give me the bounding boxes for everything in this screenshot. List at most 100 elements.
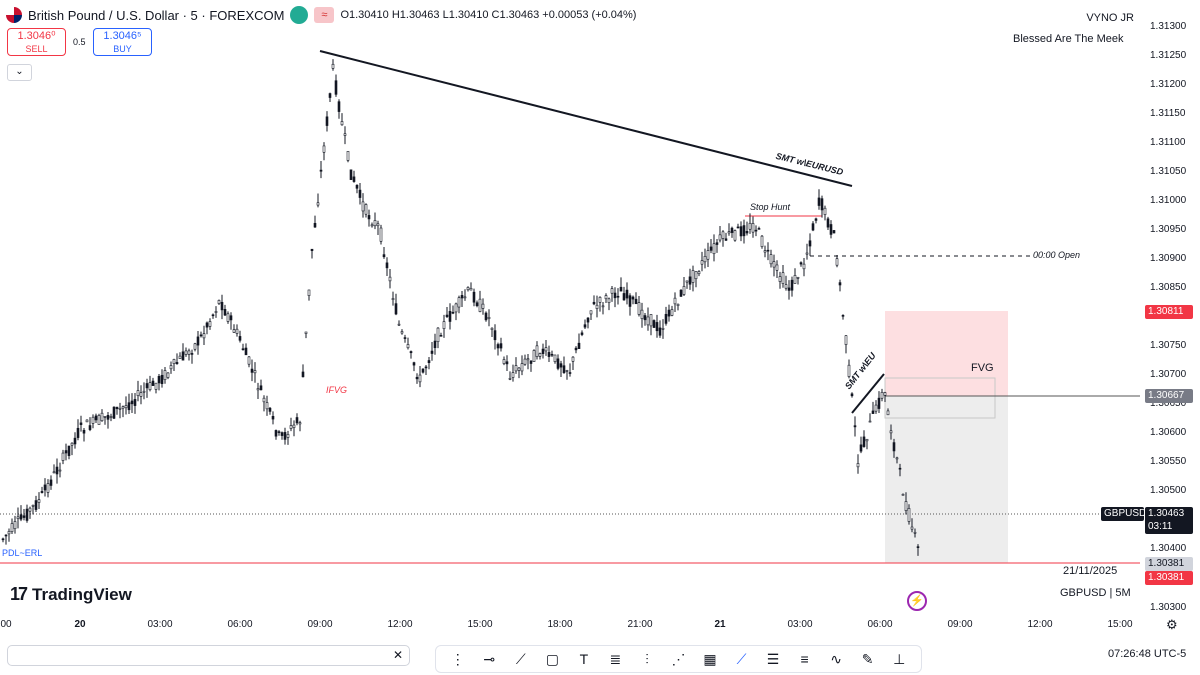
candle-body	[361, 201, 365, 212]
symbol-header[interactable]: British Pound / U.S. Dollar · 5 · FOREXC…	[6, 6, 636, 24]
candle-body	[133, 399, 137, 406]
x-tick: 21	[714, 619, 726, 630]
parallel-icon[interactable]: ≡	[800, 651, 809, 667]
candle-body	[181, 351, 185, 361]
candle-body	[634, 298, 638, 305]
buy-button[interactable]: 1.3046⁵ BUY	[93, 28, 152, 56]
candle-body	[595, 304, 599, 309]
candle-body	[844, 335, 848, 345]
y-tick: 1.30950	[1150, 224, 1187, 235]
candle-body	[388, 276, 392, 282]
y-tick: 1.31150	[1150, 108, 1186, 119]
candle-body	[145, 383, 149, 389]
symbol-title[interactable]: British Pound / U.S. Dollar · 5 · FOREXC…	[28, 7, 285, 23]
candle-body	[691, 270, 695, 283]
open-line-label[interactable]: 00:00 Open	[1033, 250, 1081, 260]
candle-body	[130, 400, 134, 405]
candle-body	[229, 315, 233, 321]
y-tick: 1.30650	[1150, 398, 1187, 409]
candle-body	[190, 353, 194, 355]
candle-body	[118, 407, 122, 410]
candle-body	[421, 368, 425, 373]
candle-body	[532, 350, 536, 362]
stop-hunt-label[interactable]: Stop Hunt	[750, 202, 791, 212]
candle-body	[622, 293, 626, 301]
candle-body	[859, 444, 863, 452]
candle-body	[16, 516, 20, 519]
smt-trend-line[interactable]	[319, 50, 853, 187]
candle-body	[655, 322, 659, 332]
candle-body	[460, 295, 464, 299]
measure-icon[interactable]: ⊥	[893, 650, 906, 667]
collapse-button[interactable]: ⌄	[7, 64, 32, 81]
candle-body	[49, 479, 53, 486]
tradingview-logo[interactable]: 17 TradingView	[10, 584, 132, 605]
flash-icon[interactable]: ⚡	[907, 591, 927, 611]
fvg-label[interactable]: FVG	[971, 362, 994, 374]
candle-body	[406, 344, 410, 349]
curve-icon[interactable]: ∿	[830, 650, 842, 667]
candle-body	[496, 344, 500, 349]
pattern-icon[interactable]: ⋰	[671, 650, 686, 667]
candle-body	[760, 235, 764, 247]
candle-body	[439, 335, 443, 337]
ifvg-label[interactable]: IFVG	[326, 385, 348, 395]
candle-body	[799, 262, 803, 265]
candle-body	[694, 271, 698, 280]
candle-body	[313, 222, 317, 228]
chart-date: 21/11/2025	[1063, 565, 1118, 577]
brush-icon[interactable]: ✎	[861, 650, 874, 667]
gear-icon[interactable]: ⚙	[1166, 617, 1178, 632]
candle-body	[784, 284, 788, 289]
candle-body	[223, 308, 227, 316]
candle-body	[547, 352, 551, 357]
text-icon[interactable]: T	[579, 651, 589, 667]
candle-body	[631, 296, 635, 300]
candle-body	[61, 452, 65, 461]
target-zone[interactable]	[885, 396, 1008, 563]
candle-body	[706, 250, 710, 260]
sell-zone[interactable]	[885, 311, 1008, 396]
candle-body	[769, 254, 773, 265]
fib-icon[interactable]: ≣	[609, 650, 622, 667]
drag-handle-icon[interactable]: ⋮	[450, 650, 465, 667]
candle-body	[481, 303, 485, 309]
y-tick: 1.30500	[1150, 485, 1187, 496]
candle-body	[97, 415, 101, 425]
candle-body	[463, 296, 467, 299]
candle-body	[829, 224, 833, 235]
candle-body	[154, 382, 158, 390]
bottom-search-bar[interactable]: ✕	[7, 645, 410, 666]
rectangle-icon[interactable]: ▢	[545, 650, 559, 667]
candle-body	[811, 223, 815, 231]
candle-body	[1, 538, 5, 541]
candle-body	[88, 425, 92, 430]
horizontal-line-icon[interactable]: ⊸	[483, 650, 496, 667]
x-tick: 00	[0, 619, 12, 630]
smt-eu-line[interactable]	[851, 373, 885, 414]
wave-icon[interactable]: ≈	[314, 7, 335, 23]
trend-line-icon[interactable]: ⟋	[515, 650, 526, 667]
candle-body	[34, 500, 38, 510]
market-status-icon[interactable]	[290, 6, 309, 24]
candle-body	[613, 292, 617, 299]
candle-body	[841, 315, 845, 317]
position-icon[interactable]: ⫶	[645, 650, 649, 667]
candle-body	[445, 314, 449, 317]
candle-body	[517, 367, 521, 371]
sell-button[interactable]: 1.3046⁰ SELL	[7, 28, 66, 56]
close-icon[interactable]: ✕	[392, 648, 403, 662]
ray-icon[interactable]: ⟋	[736, 650, 747, 667]
candle-body	[568, 372, 572, 374]
channel-icon[interactable]: ☰	[766, 650, 780, 667]
candle-body	[727, 231, 731, 234]
candle-body	[400, 331, 404, 334]
candle-body	[766, 249, 770, 252]
candle-body	[883, 392, 887, 396]
pdl-erl-label[interactable]: PDL~ERL	[2, 548, 43, 558]
candle-body	[541, 348, 545, 354]
candle-body	[28, 507, 32, 512]
grid-icon[interactable]: ▦	[703, 650, 717, 667]
candle-body	[52, 471, 56, 474]
